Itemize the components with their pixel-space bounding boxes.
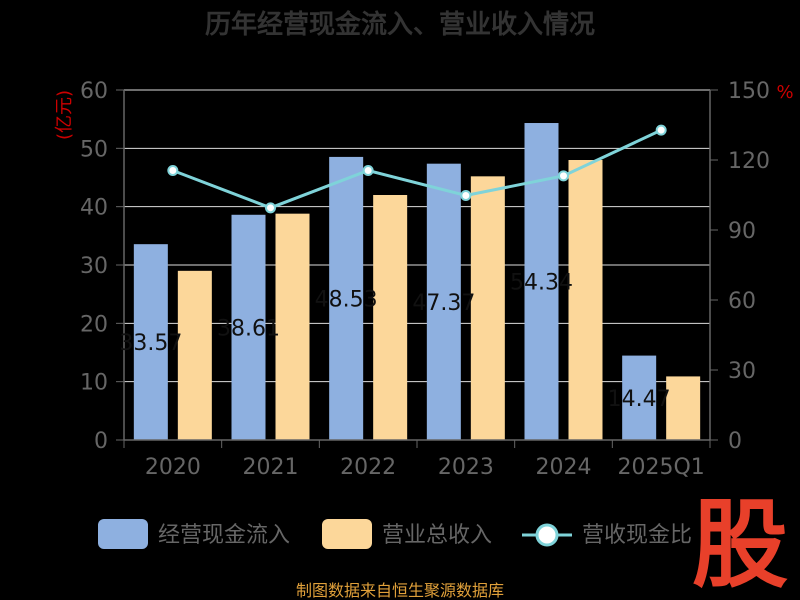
bar-cash-inflow [622,355,657,440]
left-tick-label: 0 [94,429,108,454]
bar-value-label: 47.37 [412,291,475,316]
ratio-point [460,189,472,201]
ratio-line [167,124,667,214]
x-tick-label: 2023 [438,455,494,480]
ratio-point [265,202,276,214]
data-source: 制图数据来自恒生聚源数据库 [296,581,504,600]
right-tick-label: 60 [728,289,756,314]
bar-revenue [177,270,212,440]
left-tick-label: 50 [80,137,108,162]
left-tick-label: 60 [80,79,108,104]
bar-cash-inflow [426,163,461,441]
legend-label-revenue: 营业总收入 [382,523,492,548]
chart-title: 历年经营现金流入、营业收入情况 [205,9,595,40]
gridlines [124,89,710,383]
right-axis-unit: % [776,82,793,103]
left-tick-label: 40 [80,196,108,221]
x-tick-label: 2025Q1 [618,455,705,480]
legend: 经营现金流入 营业总收入 营收现金比 [98,519,692,549]
x-tick-label: 2022 [340,455,396,480]
bar-value-label: 48.53 [315,287,378,312]
legend-marker-ratio [535,523,559,547]
ratio-point [167,165,179,176]
bar-value-label: 14.47 [608,387,671,412]
right-tick-label: 120 [728,149,770,174]
left-axis-unit: (亿元) [54,90,75,140]
left-tick-label: 20 [80,312,108,337]
x-tick-label: 2020 [145,455,201,480]
bar-revenue [373,195,408,440]
bar-revenue [568,160,603,440]
bar-value-label: 38.61 [217,316,280,341]
bar-cash-inflow [133,244,168,440]
bars [133,123,701,441]
bar-revenue [275,213,310,440]
right-tick-label: 90 [728,219,756,244]
ratio-point [558,170,569,182]
bar-cash-inflow [524,123,559,441]
bar-cash-inflow [231,214,266,440]
axes: 0 10 20 30 40 50 60 0 30 60 90 120 150 2020 2021 2022 20… [80,79,770,480]
legend-label-cash-inflow: 经营现金流入 [158,523,290,548]
left-tick-label: 10 [80,371,108,396]
ratio-point [655,124,667,136]
bar-value-label: 33.57 [119,331,182,356]
x-tick-label: 2021 [243,455,299,480]
bar-revenue [666,376,701,440]
bar-cash-inflow [329,156,364,441]
legend-label-ratio: 营收现金比 [582,523,692,548]
x-tick-label: 2024 [536,455,592,480]
bar-labels: 33.57 38.61 48.53 47.37 54.34 14.47 [119,271,670,412]
bar-value-label: 54.34 [510,271,573,296]
right-tick-label: 0 [728,429,742,454]
ratio-line-path [172,128,662,210]
left-tick-label: 30 [80,254,108,279]
legend-swatch-cash-inflow [98,519,148,549]
ratio-point [362,165,374,176]
right-tick-label: 30 [728,359,756,384]
legend-swatch-revenue [322,519,372,549]
watermark-logo: 股 [692,489,788,600]
bar-revenue [470,176,505,441]
right-tick-label: 150 [728,79,770,104]
